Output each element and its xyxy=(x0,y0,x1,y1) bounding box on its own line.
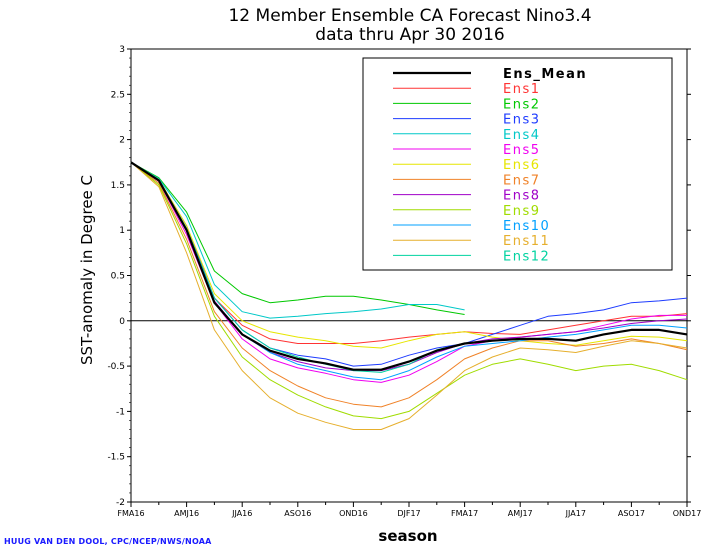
legend-label-ens12: Ens12 xyxy=(503,249,550,264)
x-tick-label: OND16 xyxy=(339,509,368,518)
legend: Ens_MeanEns1Ens2Ens3Ens4Ens5Ens6Ens7Ens8… xyxy=(362,57,673,271)
y-tick-label: -1.5 xyxy=(107,453,125,463)
series-line-ens4 xyxy=(130,161,465,319)
series-line-ens1 xyxy=(130,161,688,344)
legend-label-ens3: Ens3 xyxy=(503,113,541,128)
series-line-ens11 xyxy=(130,161,688,430)
chart-subtitle: data thru Apr 30 2016 xyxy=(315,25,504,45)
y-tick-label: -1 xyxy=(116,407,125,417)
y-tick-label: -0.5 xyxy=(107,362,125,372)
legend-label-ens1: Ens1 xyxy=(503,82,541,97)
y-tick-label: 3 xyxy=(119,45,125,55)
x-tick-label: ASO17 xyxy=(618,509,645,518)
y-tick-label: 2 xyxy=(119,136,125,146)
legend-label-ens8: Ens8 xyxy=(503,189,541,204)
y-tick-label: 2.5 xyxy=(111,90,125,100)
legend-label-ens4: Ens4 xyxy=(503,128,541,143)
legend-label-ens10: Ens10 xyxy=(503,219,550,234)
y-tick-label: 1.5 xyxy=(111,181,125,191)
x-tick-label: FMA16 xyxy=(117,509,144,518)
credit-text: HUUG VAN DEN DOOL, CPC/NCEP/NWS/NOAA xyxy=(4,537,212,546)
x-tick-label: DJF17 xyxy=(397,509,420,518)
legend-label-ens5: Ens5 xyxy=(503,143,541,158)
series-line-ens-mean xyxy=(130,161,688,371)
x-tick-label: FMA17 xyxy=(451,509,478,518)
legend-label-ens6: Ens6 xyxy=(503,158,541,173)
legend-label-ens11: Ens11 xyxy=(503,234,550,249)
y-tick-label: 1 xyxy=(119,226,125,236)
x-tick-label: AMJ16 xyxy=(174,509,199,518)
series-line-ens6 xyxy=(130,161,688,349)
legend-label-ens9: Ens9 xyxy=(503,204,541,219)
x-axis-label: season xyxy=(378,527,437,545)
y-tick-label: 0 xyxy=(119,317,125,327)
y-tick-label: -2 xyxy=(116,498,125,508)
legend-label-ens2: Ens2 xyxy=(503,97,541,112)
y-tick-label: 0.5 xyxy=(111,272,125,282)
x-tick-label: OND17 xyxy=(673,509,702,518)
x-tick-label: AMJ17 xyxy=(508,509,533,518)
chart-title: 12 Member Ensemble CA Forecast Nino3.4 xyxy=(228,6,591,26)
legend-label-ens7: Ens7 xyxy=(503,173,541,188)
x-tick-label: JJA16 xyxy=(231,509,252,518)
series-line-ens7 xyxy=(130,161,688,408)
plot-area: -2 -1.5 -1 -0.5 0 0.5 1 1.5 2 2.5 3 FMA16 AMJ16 JJA16… xyxy=(107,45,701,518)
x-tick-label: ASO16 xyxy=(284,509,311,518)
y-axis-label: SST-anomaly in Degree C xyxy=(78,175,96,365)
legend-label-ens-mean: Ens_Mean xyxy=(503,67,587,82)
x-tick-label: JJA17 xyxy=(565,509,586,518)
series-line-ens9 xyxy=(130,161,688,420)
